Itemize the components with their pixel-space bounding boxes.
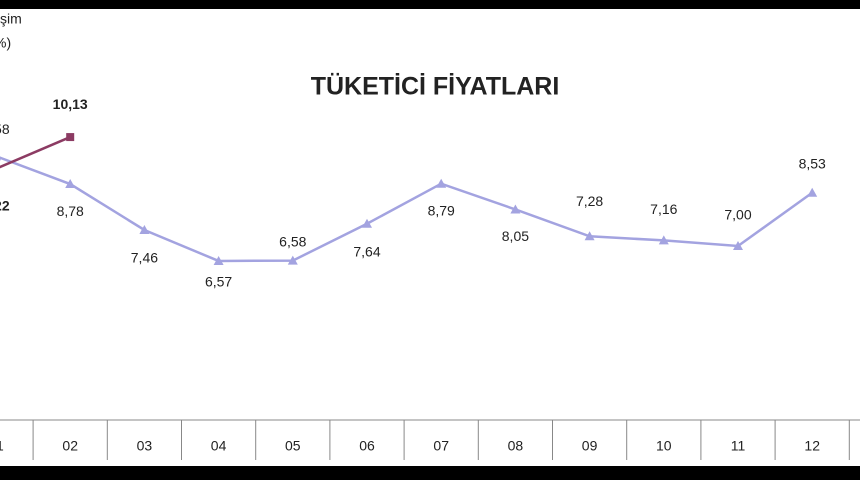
marker: [807, 187, 818, 197]
x-tick-label: 11: [731, 438, 746, 454]
value-label: 7,64: [353, 243, 380, 259]
value-label: 7,16: [650, 201, 677, 217]
value-label: 6,58: [279, 233, 306, 249]
marker: [287, 255, 298, 265]
chart-title: TÜKETİCİ FİYATLARI: [311, 72, 560, 101]
marker: [584, 231, 595, 241]
marker: [510, 204, 521, 214]
value-label: 7,46: [131, 250, 158, 266]
value-label: 9,58: [0, 121, 10, 137]
x-tick-label: 08: [508, 438, 524, 454]
value-label: 8,53: [799, 155, 826, 171]
marker: [658, 235, 669, 245]
value-label: 8,05: [502, 228, 529, 244]
marker: [733, 241, 743, 250]
marker: [362, 218, 372, 228]
value-label: 8,79: [428, 202, 455, 218]
axis-label: şim: [0, 11, 22, 27]
value-label: 6,57: [205, 274, 232, 290]
x-tick-label: 05: [285, 438, 301, 454]
marker: [66, 133, 75, 142]
x-tick-label: 03: [137, 438, 153, 454]
x-tick-label: 06: [359, 438, 375, 454]
marker: [0, 158, 1, 161]
axis-label: %): [0, 35, 11, 51]
line: [0, 156, 813, 263]
value-label: 7,00: [724, 207, 751, 223]
value-label: 7,28: [576, 193, 603, 209]
top-border: [0, 0, 860, 9]
x-tick-label: 01: [0, 438, 4, 454]
x-tick-label: 09: [582, 438, 598, 454]
value-label: 9,22: [0, 197, 10, 213]
x-tick-label: 02: [62, 438, 78, 454]
value-label: 10,13: [53, 96, 88, 112]
marker: [139, 224, 150, 234]
x-tick-label: 04: [211, 438, 227, 454]
marker: [213, 255, 224, 265]
x-tick-label: 10: [656, 438, 672, 454]
line: [0, 135, 71, 169]
x-tick-label: 12: [804, 438, 820, 454]
bottom-border: [0, 466, 860, 480]
value-label: 8,78: [57, 203, 84, 219]
x-tick-label: 07: [433, 438, 449, 454]
marker: [65, 179, 76, 189]
marker: [436, 178, 447, 188]
